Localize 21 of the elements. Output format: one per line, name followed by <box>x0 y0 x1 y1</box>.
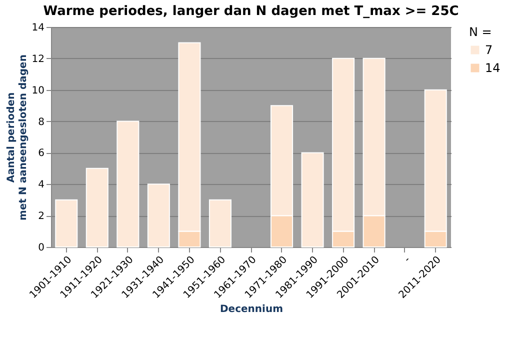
legend-title: N = <box>469 25 492 39</box>
x-axis-title: Decennium <box>220 304 283 316</box>
bar <box>301 152 324 248</box>
y-tick-label: 4 <box>38 180 44 191</box>
bar <box>208 199 232 248</box>
bar <box>86 168 108 248</box>
y-axis-title: Aantal perioden met N aaneengesloten dagen <box>6 54 29 220</box>
y-tick-label: 10 <box>32 85 44 96</box>
x-tick-label: - <box>402 254 413 265</box>
legend-label: 7 <box>485 43 493 57</box>
chart-title: Warme periodes, langer dan N dagen met T_max >= 25C <box>43 4 459 19</box>
y-tick-label: 12 <box>32 54 44 65</box>
bar <box>55 199 78 248</box>
bar <box>116 120 140 248</box>
y-tick-label: 6 <box>38 148 44 160</box>
y-tick-label: 8 <box>38 116 44 128</box>
legend-label: 14 <box>485 61 500 75</box>
y-tick-label: 14 <box>32 22 44 34</box>
bar <box>147 184 170 248</box>
y-tick-label: 2 <box>38 211 44 222</box>
y-tick-label: 0 <box>38 242 44 254</box>
